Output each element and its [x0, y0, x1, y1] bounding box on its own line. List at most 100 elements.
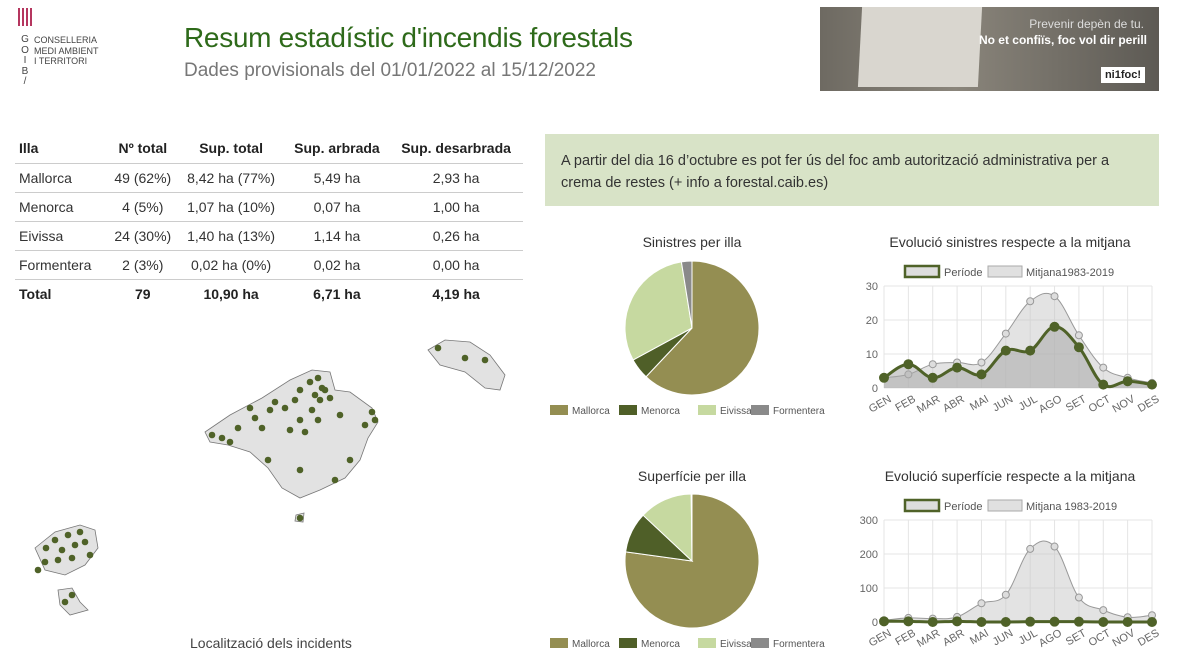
incident-dot [258, 424, 266, 432]
info-notice: A partir del dia 16 d’octubre es pot fer… [545, 134, 1159, 206]
series-area [884, 326, 1152, 388]
data-point [927, 372, 938, 383]
incident-dot [311, 391, 319, 399]
legend-label: Eivissa [720, 406, 752, 417]
table-row: Eivissa 24 (30%) 1,40 ha (13%) 1,14 ha 0,26 … [15, 221, 523, 251]
table-cell: 4 (5%) [108, 192, 178, 222]
data-point [1122, 376, 1133, 387]
menorca-shape [427, 339, 506, 391]
y-tick-label: 0 [872, 617, 878, 629]
legend-label: Mallorca [572, 406, 610, 417]
x-tick-label: SET [1064, 627, 1089, 648]
data-point [1001, 329, 1010, 338]
incident-dot [314, 374, 322, 382]
incident-dot [371, 416, 379, 424]
incident-dot [208, 431, 216, 439]
data-point [1050, 542, 1059, 551]
data-point [879, 372, 889, 383]
data-point [928, 360, 937, 369]
table-cell: Total [19, 285, 52, 302]
data-point [1000, 617, 1011, 627]
incident-dot [296, 416, 304, 424]
campaign-banner[interactable]: Prevenir depèn de tu. No et confiïs, foc… [820, 7, 1159, 91]
legend-label: Període [944, 267, 983, 279]
table-cell: Formentera [15, 250, 109, 280]
data-point [1025, 616, 1036, 627]
x-tick-label: JUL [1017, 393, 1040, 413]
goib-emblem [18, 8, 32, 26]
data-point [1073, 342, 1084, 353]
legend-label: Mitjana1983-2019 [1026, 267, 1114, 279]
x-tick-label: GEN [867, 627, 894, 649]
incident-dot [271, 398, 279, 406]
table-cell: Eivissa [15, 221, 109, 251]
table-cell: Menorca [15, 192, 109, 222]
incident-dot [61, 598, 69, 606]
table-row: Formentera 2 (3%) 0,02 ha (0%) 0,02 ha 0,00 … [15, 250, 523, 280]
incident-dot [368, 408, 376, 416]
table-cell: 24 (30%) [108, 221, 178, 251]
col-header: Sup. total [177, 134, 285, 164]
data-point [1050, 292, 1059, 301]
table-cell: 0,02 ha [284, 250, 390, 280]
y-tick-label: 100 [860, 583, 878, 595]
incident-dot [286, 426, 294, 434]
incident-dot [64, 531, 72, 539]
total-row: Total 79 10,90 ha 6,71 ha 4,19 ha [15, 279, 523, 308]
data-point [1049, 616, 1060, 627]
x-tick-label: AGO [1037, 393, 1065, 416]
data-point [903, 616, 914, 627]
incident-dot [264, 456, 272, 464]
x-tick-label: FEB [893, 627, 918, 648]
legend-label: Menorca [641, 406, 680, 417]
logo-line: MEDI AMBIENT [34, 45, 99, 56]
legend-swatch [619, 638, 637, 648]
data-point [952, 616, 963, 627]
legend-label: Mitjana 1983-2019 [1026, 501, 1117, 513]
data-point [977, 599, 986, 608]
x-tick-label: AGO [1037, 627, 1065, 650]
incident-dot [251, 414, 259, 422]
table-cell: 1,07 ha (10%) [177, 192, 285, 222]
incident-dot [336, 411, 344, 419]
banner-line1: Prevenir depèn de tu. [1029, 17, 1144, 31]
data-point [1122, 617, 1133, 627]
y-tick-label: 0 [872, 383, 878, 395]
incident-dot [234, 424, 242, 432]
formentera-shape [57, 587, 89, 616]
table-row: Menorca 4 (5%) 1,07 ha (10%) 0,07 ha 1,00 ha [15, 192, 523, 222]
pie-chart-sinistres: Mallorca Menorca Eivissa Formentera [550, 260, 825, 417]
incident-dot [481, 356, 489, 364]
x-tick-label: MAI [968, 627, 991, 647]
goib-letters: G O I B / [20, 34, 30, 88]
legend-label: Eivissa [720, 639, 752, 650]
col-header: Nº total [108, 134, 178, 164]
incident-dot [361, 421, 369, 429]
incident-dot [58, 546, 66, 554]
data-point [1099, 363, 1108, 372]
incident-dot [321, 386, 329, 394]
logo-letter: I [23, 55, 27, 66]
page-subtitle: Dades provisionals del 01/01/2022 al 15/… [184, 60, 596, 81]
incident-dot [296, 386, 304, 394]
incident-dot [41, 558, 49, 566]
legend-label: Menorca [641, 639, 680, 650]
incident-dot [461, 354, 469, 362]
col-header: Illa [15, 134, 109, 164]
col-header: Sup. desarbrada [389, 134, 523, 164]
data-point [1147, 379, 1157, 390]
table-cell: 10,90 ha [203, 285, 259, 302]
data-point [1098, 379, 1109, 390]
table-cell: 8,42 ha (77%) [177, 163, 285, 193]
legend-swatch [550, 405, 568, 415]
y-tick-label: 300 [860, 515, 878, 527]
y-tick-label: 30 [866, 281, 878, 293]
incident-dot [34, 566, 42, 574]
legend-swatch [751, 638, 769, 648]
y-tick-label: 200 [860, 549, 878, 561]
table-cell: 0,26 ha [389, 221, 523, 251]
incident-dot [246, 404, 254, 412]
incident-dot [51, 536, 59, 544]
legend-swatch [698, 638, 716, 648]
